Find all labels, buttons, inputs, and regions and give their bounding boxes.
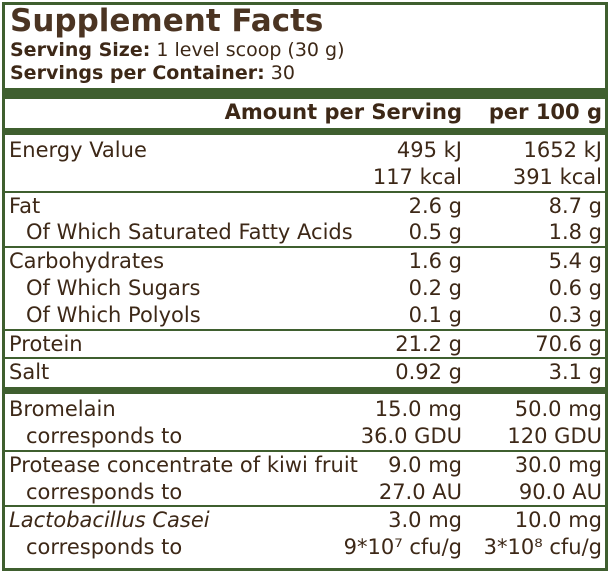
serving-size: Serving Size: 1 level scoop (30 g) <box>10 38 345 62</box>
amount: 36.0 GDU <box>360 424 462 448</box>
amount: 117 kcal <box>372 164 462 189</box>
amount: 9.0 mg <box>388 452 462 477</box>
row-label: Salt <box>9 360 50 385</box>
amount: 15.0 mg <box>374 397 462 422</box>
row-label: Lactobacillus Casei <box>9 508 210 533</box>
row-label: corresponds to <box>26 479 183 504</box>
thick-rule <box>5 387 605 395</box>
row-label: Protein <box>9 331 83 356</box>
per-100g: 5.4 g <box>548 249 602 274</box>
per-100g: 1652 kJ <box>523 138 602 162</box>
per-100g: 70.6 g <box>535 331 602 356</box>
column-header: Amount per Serving <box>224 100 462 124</box>
servings-value: 30 <box>270 62 295 84</box>
per-100g: 3.1 g <box>548 360 602 385</box>
row-label: corresponds to <box>26 535 183 560</box>
per-100g: 30.0 mg <box>514 452 602 477</box>
row-label: Bromelain <box>9 397 116 422</box>
per-100g: 3*10⁸ cfu/g <box>483 535 602 560</box>
thin-rule <box>5 505 605 508</box>
serving-size-value: 1 level scoop (30 g) <box>156 39 345 61</box>
per-100g: 120 GDU <box>507 424 602 448</box>
amount: 495 kJ <box>396 138 462 162</box>
amount: 3.0 mg <box>388 508 462 533</box>
amount: 0.1 g <box>408 302 462 327</box>
servings-label: Servings per Container: <box>10 62 265 84</box>
thick-rule <box>5 128 605 135</box>
per-100g: 50.0 mg <box>514 397 602 422</box>
per-100g: 391 kcal <box>512 164 602 189</box>
amount: 0.2 g <box>408 276 462 300</box>
per-100g: 8.7 g <box>548 193 602 218</box>
thin-rule <box>5 357 605 360</box>
amount: 1.6 g <box>408 249 462 274</box>
thin-rule <box>5 449 605 452</box>
column-header: per 100 g <box>488 100 602 124</box>
per-100g: 0.6 g <box>548 276 602 300</box>
per-100g: 0.3 g <box>548 302 602 327</box>
amount: 2.6 g <box>408 193 462 218</box>
per-100g: 10.0 mg <box>514 508 602 533</box>
serving-size-label: Serving Size: <box>10 39 151 61</box>
thick-rule <box>5 88 605 99</box>
row-label: Of Which Saturated Fatty Acids <box>26 220 353 245</box>
thin-rule <box>5 246 605 249</box>
row-label: Carbohydrates <box>9 249 165 274</box>
amount: 9*10⁷ cfu/g <box>343 535 462 560</box>
per-100g: 1.8 g <box>548 220 602 245</box>
amount: 0.92 g <box>395 360 462 385</box>
amount: 21.2 g <box>395 331 462 356</box>
amount: 0.5 g <box>408 220 462 245</box>
servings: Servings per Container: 30 <box>10 61 295 85</box>
row-label: Protease concentrate of kiwi fruit <box>9 452 358 477</box>
amount: 27.0 AU <box>378 479 462 504</box>
per-100g: 90.0 AU <box>518 479 602 504</box>
row-label: corresponds to <box>26 424 183 448</box>
title: Supplement Facts <box>10 3 324 39</box>
thin-rule <box>5 328 605 331</box>
row-label: Energy Value <box>9 138 147 162</box>
row-label: Fat <box>9 193 41 218</box>
row-label: Of Which Polyols <box>26 302 201 327</box>
thin-rule <box>5 190 605 193</box>
row-label: Of Which Sugars <box>26 276 201 300</box>
